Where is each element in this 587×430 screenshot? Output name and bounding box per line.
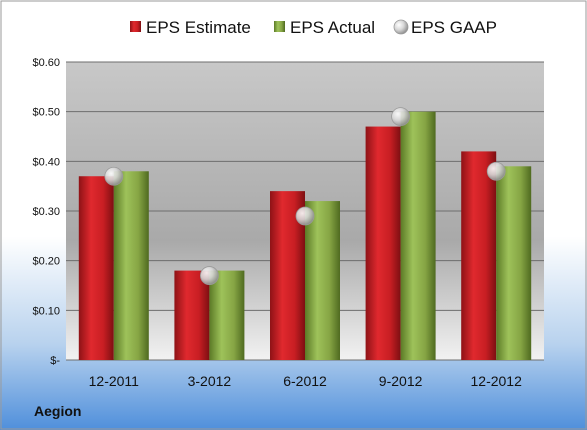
y-tick-label: $0.30	[32, 206, 60, 218]
legend: EPS Estimate EPS Actual EPS GAAP	[130, 18, 497, 37]
bar-eps-actual	[400, 111, 436, 361]
y-axis: $- $0.10 $0.20 $0.30 $0.40 $0.50 $0.60	[32, 57, 60, 367]
bar-eps-estimate	[174, 270, 210, 360]
y-tick-label: $0.20	[32, 256, 60, 268]
x-tick-label: 6-2012	[283, 373, 327, 389]
bar-eps-estimate	[78, 176, 114, 360]
bar-eps-estimate	[365, 126, 401, 360]
x-tick-label: 9-2012	[379, 373, 423, 389]
legend-swatch	[130, 21, 141, 32]
legend-swatch	[274, 21, 285, 32]
bar-eps-estimate	[461, 151, 497, 360]
x-tick-label: 3-2012	[188, 373, 232, 389]
legend-swatch	[393, 19, 409, 35]
bar-eps-actual	[113, 171, 149, 360]
y-tick-label: $0.60	[32, 57, 60, 69]
y-tick-label: $0.40	[32, 156, 60, 168]
bar-eps-actual	[496, 166, 532, 360]
bar-eps-actual	[305, 201, 340, 360]
legend-label: EPS Actual	[290, 18, 375, 37]
company-name: Aegion	[34, 403, 81, 419]
x-tick-label: 12-2011	[89, 373, 140, 389]
legend-label: EPS GAAP	[411, 18, 497, 37]
marker-eps-gaap	[486, 161, 506, 181]
y-tick-label: $0.50	[32, 107, 60, 119]
bar-eps-actual	[209, 270, 245, 360]
y-tick-label: $-	[50, 355, 60, 367]
marker-eps-gaap	[295, 206, 315, 226]
y-tick-label: $0.10	[32, 305, 60, 317]
x-tick-label: 12-2012	[471, 373, 523, 389]
x-axis: 12-2011 3-2012 6-2012 9-2012 12-2012	[89, 373, 522, 389]
marker-eps-gaap	[104, 166, 124, 186]
legend-label: EPS Estimate	[146, 18, 251, 37]
marker-eps-gaap	[199, 266, 219, 285]
gaap-markers	[104, 107, 506, 285]
marker-eps-gaap	[391, 107, 411, 127]
